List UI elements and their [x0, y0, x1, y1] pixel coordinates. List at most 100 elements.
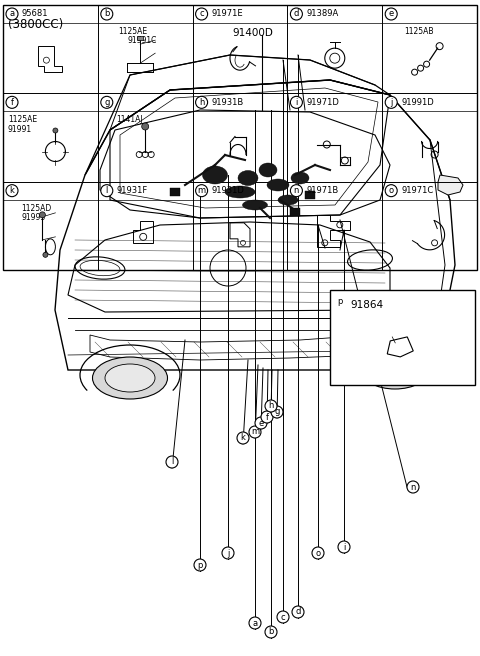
Text: 91991D: 91991D: [401, 98, 434, 107]
Text: 91991: 91991: [8, 125, 32, 134]
Text: k: k: [240, 434, 245, 443]
Ellipse shape: [278, 195, 298, 205]
Circle shape: [39, 212, 46, 218]
Text: a: a: [10, 9, 14, 18]
Ellipse shape: [225, 186, 255, 198]
Text: 1141AJ: 1141AJ: [116, 115, 143, 125]
Ellipse shape: [291, 172, 309, 184]
Circle shape: [261, 411, 273, 423]
Text: d: d: [295, 607, 300, 617]
Text: d: d: [294, 9, 299, 18]
Text: 1125AE: 1125AE: [8, 115, 37, 125]
Ellipse shape: [259, 163, 277, 177]
Text: m: m: [251, 428, 259, 436]
Text: e: e: [389, 9, 394, 18]
Text: 91993: 91993: [21, 213, 45, 222]
Ellipse shape: [372, 358, 418, 382]
FancyBboxPatch shape: [305, 191, 315, 199]
Text: (3800CC): (3800CC): [8, 18, 63, 31]
Circle shape: [407, 481, 419, 493]
Ellipse shape: [242, 200, 267, 210]
Text: 91931F: 91931F: [117, 186, 148, 195]
Text: 1125AD: 1125AD: [21, 203, 51, 213]
Text: h: h: [199, 98, 204, 107]
Circle shape: [196, 185, 208, 197]
Circle shape: [385, 96, 397, 108]
Ellipse shape: [361, 351, 429, 389]
FancyBboxPatch shape: [137, 36, 143, 40]
Text: 91971E: 91971E: [212, 9, 243, 18]
Text: l: l: [171, 457, 173, 466]
Circle shape: [338, 541, 350, 553]
Circle shape: [6, 8, 18, 20]
Text: h: h: [268, 401, 274, 411]
Text: e: e: [258, 419, 264, 428]
Circle shape: [43, 253, 48, 257]
Ellipse shape: [105, 364, 155, 392]
Text: o: o: [389, 186, 394, 195]
Circle shape: [290, 96, 302, 108]
Text: 91971D: 91971D: [306, 98, 339, 107]
Circle shape: [249, 426, 261, 438]
Text: p: p: [337, 298, 343, 306]
Circle shape: [249, 617, 261, 629]
Circle shape: [334, 296, 346, 308]
Text: b: b: [268, 628, 274, 636]
Polygon shape: [438, 175, 463, 195]
Text: 91389A: 91389A: [306, 9, 339, 18]
Text: c: c: [199, 9, 204, 18]
Circle shape: [237, 432, 249, 444]
Circle shape: [196, 8, 208, 20]
Ellipse shape: [203, 166, 228, 184]
Text: 91971C: 91971C: [401, 186, 433, 195]
Circle shape: [290, 185, 302, 197]
Text: g: g: [274, 407, 280, 417]
Circle shape: [166, 456, 178, 468]
Text: p: p: [197, 560, 203, 569]
Circle shape: [101, 8, 113, 20]
Circle shape: [385, 8, 397, 20]
Text: 95681: 95681: [22, 9, 48, 18]
Text: i: i: [295, 98, 298, 107]
Text: n: n: [294, 186, 299, 195]
Circle shape: [222, 547, 234, 559]
Circle shape: [194, 559, 206, 571]
Ellipse shape: [267, 179, 289, 191]
Text: 1125AE: 1125AE: [118, 27, 147, 36]
Text: 1125AB: 1125AB: [404, 27, 434, 36]
Ellipse shape: [93, 357, 168, 399]
FancyBboxPatch shape: [330, 290, 475, 385]
Circle shape: [312, 547, 324, 559]
Text: f: f: [11, 98, 13, 107]
Text: b: b: [104, 9, 109, 18]
Text: c: c: [281, 613, 285, 621]
Text: l: l: [106, 186, 108, 195]
Text: 91971B: 91971B: [306, 186, 339, 195]
Text: j: j: [390, 98, 392, 107]
Text: 91991C: 91991C: [128, 36, 157, 45]
Circle shape: [385, 185, 397, 197]
Text: 91864: 91864: [350, 300, 383, 310]
Text: f: f: [265, 413, 268, 422]
Text: 91931D: 91931D: [212, 186, 244, 195]
Text: g: g: [104, 98, 109, 107]
Ellipse shape: [238, 171, 258, 186]
Circle shape: [271, 406, 283, 418]
FancyBboxPatch shape: [170, 188, 180, 196]
Circle shape: [265, 626, 277, 638]
Text: a: a: [252, 619, 258, 628]
Text: i: i: [343, 543, 345, 552]
Circle shape: [290, 8, 302, 20]
Circle shape: [101, 185, 113, 197]
Text: k: k: [10, 186, 14, 195]
Circle shape: [53, 128, 58, 133]
Text: j: j: [227, 548, 229, 558]
Text: 91931B: 91931B: [212, 98, 244, 107]
Circle shape: [292, 606, 304, 618]
Text: n: n: [410, 483, 416, 491]
Circle shape: [277, 611, 289, 623]
Text: m: m: [198, 186, 205, 195]
Circle shape: [265, 400, 277, 412]
Circle shape: [142, 123, 149, 130]
Text: o: o: [315, 548, 321, 558]
